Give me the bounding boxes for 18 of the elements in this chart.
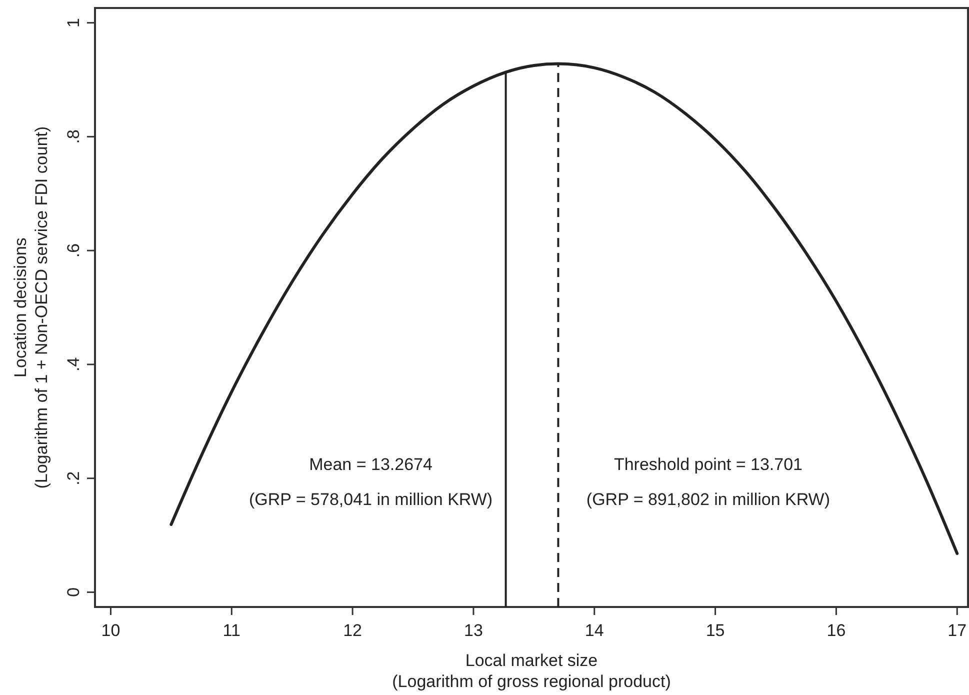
- y-axis-title: Location decisions (Logarithm of 1 + Non-OECD service FDI count): [11, 126, 51, 489]
- x-tick-label: 12: [343, 621, 362, 640]
- x-tick-label: 13: [464, 621, 483, 640]
- x-tick-label: 15: [706, 621, 725, 640]
- x-tick-label: 16: [826, 621, 846, 640]
- y-tick-label: 1: [64, 18, 83, 28]
- y-tick-label: .6: [64, 243, 83, 258]
- x-axis-title: Local market size (Logarithm of gross regional product): [392, 651, 671, 691]
- x-tick-label: 14: [584, 621, 604, 640]
- x-tick-label: 17: [948, 621, 967, 640]
- y-tick-label: 0: [64, 587, 83, 597]
- y-tick-label: .8: [64, 130, 83, 144]
- ref-line-label: Threshold point = 13.701 (GRP = 891,802 in million KRW): [586, 454, 830, 509]
- y-tick-label: .4: [64, 357, 83, 372]
- x-tick-label: 10: [101, 621, 120, 640]
- x-tick-label: 11: [222, 621, 240, 640]
- ref-line-label: Mean = 13.2674 (GRP = 578,041 in million KRW): [248, 454, 493, 509]
- y-tick-label: .2: [64, 471, 83, 486]
